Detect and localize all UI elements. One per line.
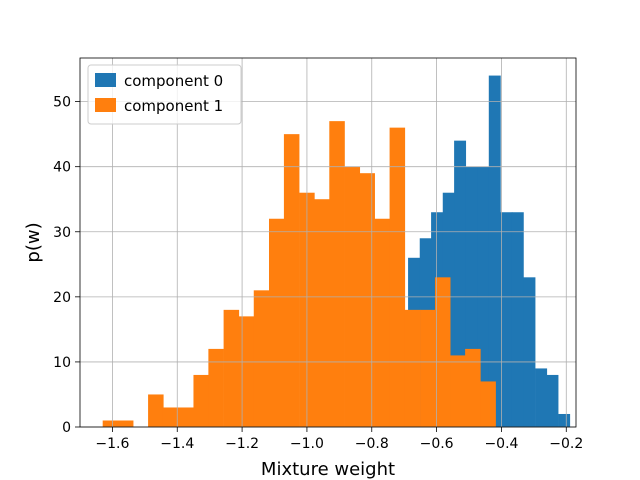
legend-label: component 1 xyxy=(124,97,223,115)
histogram-bars xyxy=(102,75,571,427)
bar-1-0 xyxy=(102,420,119,427)
y-tick-label: 30 xyxy=(53,225,71,241)
bar-0-4 xyxy=(454,140,467,427)
bar-1-8 xyxy=(223,309,240,427)
x-tick-label: −1.6 xyxy=(95,436,129,452)
x-tick-label: −0.4 xyxy=(484,436,518,452)
bar-1-15 xyxy=(329,121,345,427)
bar-0-12 xyxy=(546,374,559,427)
bar-1-9 xyxy=(238,316,255,427)
y-axis-title: p(w) xyxy=(23,222,44,262)
bar-1-22 xyxy=(434,277,451,427)
y-tick-label: 0 xyxy=(62,420,71,436)
bar-1-24 xyxy=(465,348,481,427)
legend-swatch xyxy=(95,98,116,112)
bar-0-7 xyxy=(488,75,501,427)
legend-frame xyxy=(87,64,242,125)
bar-1-12 xyxy=(283,134,300,427)
legend: component 0 component 1 xyxy=(87,64,242,125)
bar-1-5 xyxy=(178,407,194,427)
plot-frame xyxy=(79,57,577,428)
bar-1-14 xyxy=(314,199,330,427)
x-tick-label: −1.4 xyxy=(160,436,194,452)
x-tick-label: −1.0 xyxy=(290,436,324,452)
bar-1-4 xyxy=(162,407,179,427)
bar-0-10 xyxy=(523,277,536,427)
y-tick-label: 20 xyxy=(53,290,71,306)
bar-0-9 xyxy=(511,212,524,427)
y-tick-label: 10 xyxy=(53,355,71,371)
bar-1-21 xyxy=(420,309,436,427)
y-tick-label: 40 xyxy=(53,160,71,176)
bar-1-6 xyxy=(193,374,209,427)
x-tick-label: −0.8 xyxy=(355,436,389,452)
bar-0-13 xyxy=(558,413,571,427)
bar-1-18 xyxy=(374,218,391,427)
series-1 xyxy=(102,121,496,427)
bar-1-3 xyxy=(148,394,164,427)
bar-0-8 xyxy=(500,212,513,427)
bar-0-11 xyxy=(535,368,548,427)
bar-1-20 xyxy=(404,309,421,427)
bar-1-25 xyxy=(480,381,496,427)
bar-1-1 xyxy=(117,420,134,427)
legend-label: component 0 xyxy=(124,72,223,90)
bar-1-23 xyxy=(450,355,466,427)
x-tick-label: −0.6 xyxy=(420,436,454,452)
bar-1-17 xyxy=(359,173,375,427)
axes: −1.6 −1.4 −1.2 −1.0 −0.8 −0.6 −0.4 −0.2 0 10 20 30 4… xyxy=(53,57,583,452)
legend-swatch xyxy=(95,73,116,87)
bar-1-7 xyxy=(208,348,224,427)
bar-1-19 xyxy=(389,127,406,427)
bar-1-10 xyxy=(253,290,270,427)
bar-1-11 xyxy=(269,218,285,427)
x-tick-label: −1.2 xyxy=(225,436,259,452)
y-tick-label: 50 xyxy=(53,95,71,111)
x-tick-label: −0.2 xyxy=(549,436,583,452)
x-axis-title: Mixture weight xyxy=(261,459,395,480)
